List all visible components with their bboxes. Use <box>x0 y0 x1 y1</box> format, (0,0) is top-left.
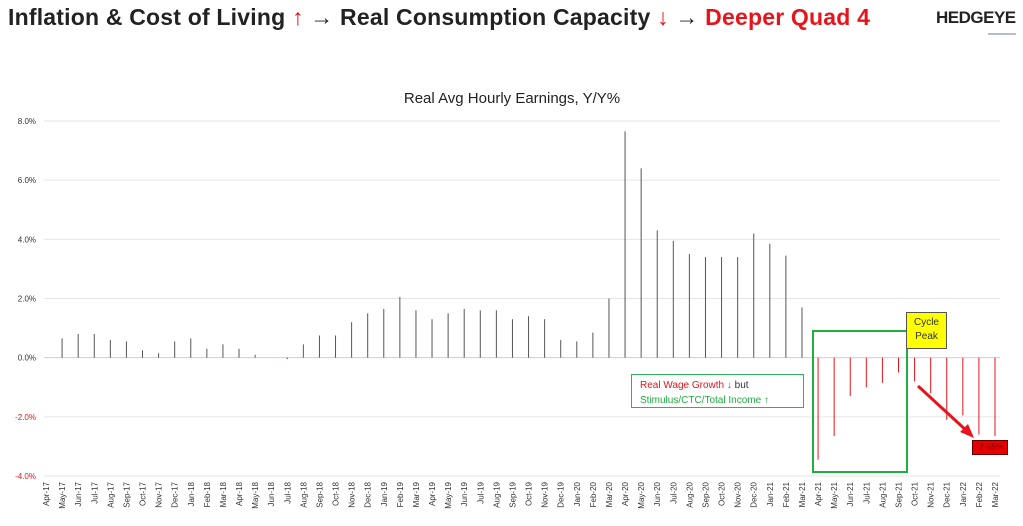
wage-growth-text: Real Wage Growth ↓ <box>640 380 732 391</box>
hedgeye-logo: HEDGEYE <box>936 8 1016 27</box>
right-arrow-icon: → <box>310 4 334 30</box>
title-part-inflation: Inflation & Cost of Living <box>8 4 286 30</box>
y-tick-label: 4.0% <box>18 235 36 244</box>
but-text: but <box>734 380 749 391</box>
x-tick-label: May-20 <box>637 481 646 508</box>
x-axis: Apr-17 May-17 Jun-17 Jul-17 Aug-17 Sep-17 Oct-… <box>42 481 1000 508</box>
y-tick-label: -2.0% <box>15 413 36 422</box>
x-tick-label: Oct-21 <box>911 481 920 506</box>
x-tick-label: Nov-17 <box>155 481 164 507</box>
x-tick-label: Jul-18 <box>283 481 292 503</box>
stimulus-highlight-box <box>812 330 908 473</box>
bars <box>61 131 996 460</box>
cycle-peak-label: Cycle Peak <box>906 312 947 349</box>
x-tick-label: Dec-21 <box>943 481 952 507</box>
x-tick-label: Jan-18 <box>187 481 196 506</box>
x-tick-label: Mar-22 <box>991 481 1000 507</box>
x-tick-label: Apr-20 <box>621 481 630 506</box>
y-tick-label: -4.0% <box>15 472 36 481</box>
y-tick-label: 8.0% <box>18 117 36 126</box>
trend-arrow-line <box>916 384 970 434</box>
x-tick-label: Feb-18 <box>203 481 212 507</box>
x-tick-label: Jun-19 <box>460 481 469 506</box>
x-tick-label: Aug-21 <box>878 481 887 507</box>
x-tick-label: Feb-22 <box>975 481 984 507</box>
x-tick-label: Apr-21 <box>814 481 823 506</box>
x-tick-label: May-18 <box>251 481 260 508</box>
x-tick-label: Jun-18 <box>267 481 276 506</box>
x-tick-label: Sep-17 <box>122 481 131 507</box>
x-tick-label: Nov-19 <box>541 481 550 507</box>
x-tick-label: Aug-19 <box>492 481 501 507</box>
x-tick-label: Oct-20 <box>718 481 727 506</box>
down-arrow-icon: ↓ <box>657 4 669 30</box>
x-tick-label: Jun-20 <box>653 481 662 506</box>
x-tick-label: Sep-18 <box>315 481 324 507</box>
x-tick-label: Sep-21 <box>894 481 903 507</box>
wage-growth-annotation: Real Wage Growth ↓ but Stimulus/CTC/Tota… <box>631 374 804 408</box>
logo-underline <box>988 33 1016 35</box>
title-part-quad4: Deeper Quad 4 <box>705 4 871 30</box>
stimulus-text: Stimulus/CTC/Total Income ↑ <box>640 395 769 406</box>
x-tick-label: Aug-18 <box>299 481 308 507</box>
peak-text: Peak <box>915 331 938 342</box>
x-tick-label: Jul-21 <box>862 481 871 503</box>
title-part-consumption: Real Consumption Capacity <box>340 4 651 30</box>
x-tick-label: Sep-19 <box>508 481 517 507</box>
chart-title: Real Avg Hourly Earnings, Y/Y% <box>404 90 620 107</box>
x-tick-label: Oct-17 <box>139 481 148 506</box>
cycle-text: Cycle <box>913 317 939 328</box>
right-arrow-icon: → <box>675 4 699 30</box>
up-arrow-icon: ↑ <box>291 4 304 30</box>
x-tick-label: Feb-21 <box>782 481 791 507</box>
x-tick-label: Mar-19 <box>412 481 421 507</box>
x-tick-label: Jan-21 <box>766 481 775 506</box>
x-tick-label: Jul-19 <box>476 481 485 503</box>
x-tick-label: Apr-18 <box>235 481 244 506</box>
x-tick-label: Mar-18 <box>219 481 228 507</box>
last-value-label: -2.65% <box>972 440 1008 455</box>
x-tick-label: May-17 <box>58 481 67 508</box>
x-tick-label: Dec-19 <box>557 481 566 507</box>
y-tick-label: 2.0% <box>18 295 36 304</box>
x-tick-label: Oct-18 <box>332 481 341 506</box>
x-tick-label: Feb-20 <box>589 481 598 507</box>
x-tick-label: Jan-22 <box>959 481 968 506</box>
x-tick-label: Mar-21 <box>798 481 807 507</box>
x-tick-label: Mar-20 <box>605 481 614 507</box>
x-tick-label: Nov-21 <box>927 481 936 507</box>
x-tick-label: Dec-18 <box>364 481 373 507</box>
x-tick-label: Aug-20 <box>685 481 694 507</box>
x-tick-label: Jun-17 <box>74 481 83 506</box>
x-tick-label: Jan-19 <box>380 481 389 506</box>
x-tick-label: Aug-17 <box>106 481 115 507</box>
x-tick-label: Jul-20 <box>669 481 678 503</box>
x-tick-label: Jul-17 <box>90 481 99 503</box>
y-axis: 8.0% 6.0% 4.0% 2.0% 0.0% -2.0% -4.0% <box>15 117 36 481</box>
trend-arrow-head-icon <box>960 424 974 438</box>
x-tick-label: Dec-20 <box>750 481 759 507</box>
x-tick-label: Apr-19 <box>428 481 437 506</box>
x-tick-label: Dec-17 <box>171 481 180 507</box>
x-tick-label: May-19 <box>444 481 453 508</box>
slide-title: Inflation & Cost of Living ↑ → Real Cons… <box>8 4 870 31</box>
x-tick-label: Sep-20 <box>701 481 710 507</box>
x-tick-label: May-21 <box>830 481 839 508</box>
x-tick-label: Feb-19 <box>396 481 405 507</box>
x-tick-label: Oct-19 <box>525 481 534 506</box>
x-tick-label: Jun-21 <box>846 481 855 506</box>
y-tick-label: 0.0% <box>18 354 36 363</box>
x-tick-label: Nov-18 <box>348 481 357 507</box>
gridlines <box>44 120 1000 477</box>
x-tick-label: Nov-20 <box>734 481 743 507</box>
x-tick-label: Jan-20 <box>573 481 582 506</box>
x-tick-label: Apr-17 <box>42 481 51 506</box>
y-tick-label: 6.0% <box>18 176 36 185</box>
